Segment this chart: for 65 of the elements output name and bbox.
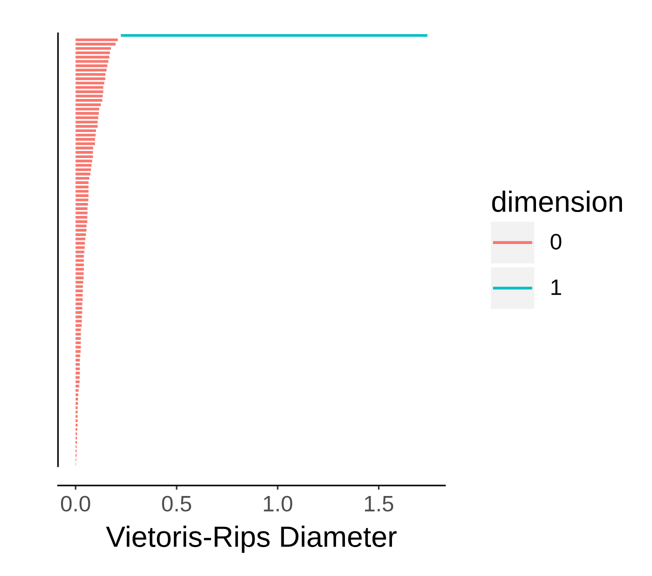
bar: [76, 332, 81, 336]
bar: [76, 306, 82, 310]
x-axis-title: Vietoris-Rips Diameter: [106, 526, 397, 553]
bar: [76, 350, 81, 353]
bar: [76, 190, 89, 193]
bar: [76, 376, 80, 379]
bar: [76, 380, 80, 384]
bar: [76, 402, 78, 405]
bar: [76, 224, 86, 228]
bar: [76, 280, 84, 284]
bar: [76, 73, 106, 76]
bar: [76, 108, 100, 110]
bar: [76, 337, 81, 340]
bar: [76, 116, 98, 120]
bar: [76, 254, 84, 258]
bar: [76, 160, 92, 162]
bar: [76, 120, 98, 124]
bar: [76, 212, 88, 214]
bar: [76, 363, 80, 366]
bar: [76, 168, 91, 172]
bar: [76, 367, 80, 370]
bar: [76, 354, 80, 358]
bar: [76, 176, 90, 180]
bar: [76, 60, 108, 63]
bar: [76, 202, 88, 206]
bar: [76, 134, 96, 136]
bar: [76, 242, 85, 245]
bar: [76, 146, 94, 150]
bar: [76, 389, 79, 392]
bar: [76, 294, 83, 297]
legend-label: 1: [552, 280, 562, 295]
legend-label: 0: [550, 234, 562, 250]
legend-title: dimension: [492, 190, 622, 212]
bar: [76, 311, 82, 314]
bar: [76, 328, 81, 332]
bar: [76, 272, 84, 275]
bar: [76, 103, 101, 106]
bar: [76, 129, 96, 132]
bar: [76, 77, 106, 80]
bar: [76, 164, 92, 167]
bar: [76, 38, 118, 42]
bar: [76, 155, 93, 158]
bar: [76, 285, 83, 288]
bar: [76, 298, 83, 301]
bar: [76, 172, 90, 176]
bar: [76, 198, 88, 202]
bar: [120, 34, 428, 37]
bar: [76, 186, 89, 188]
bar: [76, 259, 84, 262]
x-tick-label: 0.0: [61, 496, 90, 512]
bar: [76, 216, 88, 219]
x-tick-label: 1.0: [264, 496, 292, 512]
bar: [76, 320, 82, 323]
bar: [76, 90, 104, 94]
bar: [76, 64, 108, 68]
bar: [76, 341, 81, 344]
bar: [76, 51, 110, 54]
x-tick-label: 1.5: [364, 496, 394, 512]
bar: [76, 142, 95, 146]
bar: [76, 268, 84, 271]
bar: [76, 228, 86, 232]
bar: [76, 94, 103, 98]
x-tick-label: 0.5: [162, 496, 192, 512]
bar: [76, 238, 86, 240]
bar: [76, 324, 82, 327]
